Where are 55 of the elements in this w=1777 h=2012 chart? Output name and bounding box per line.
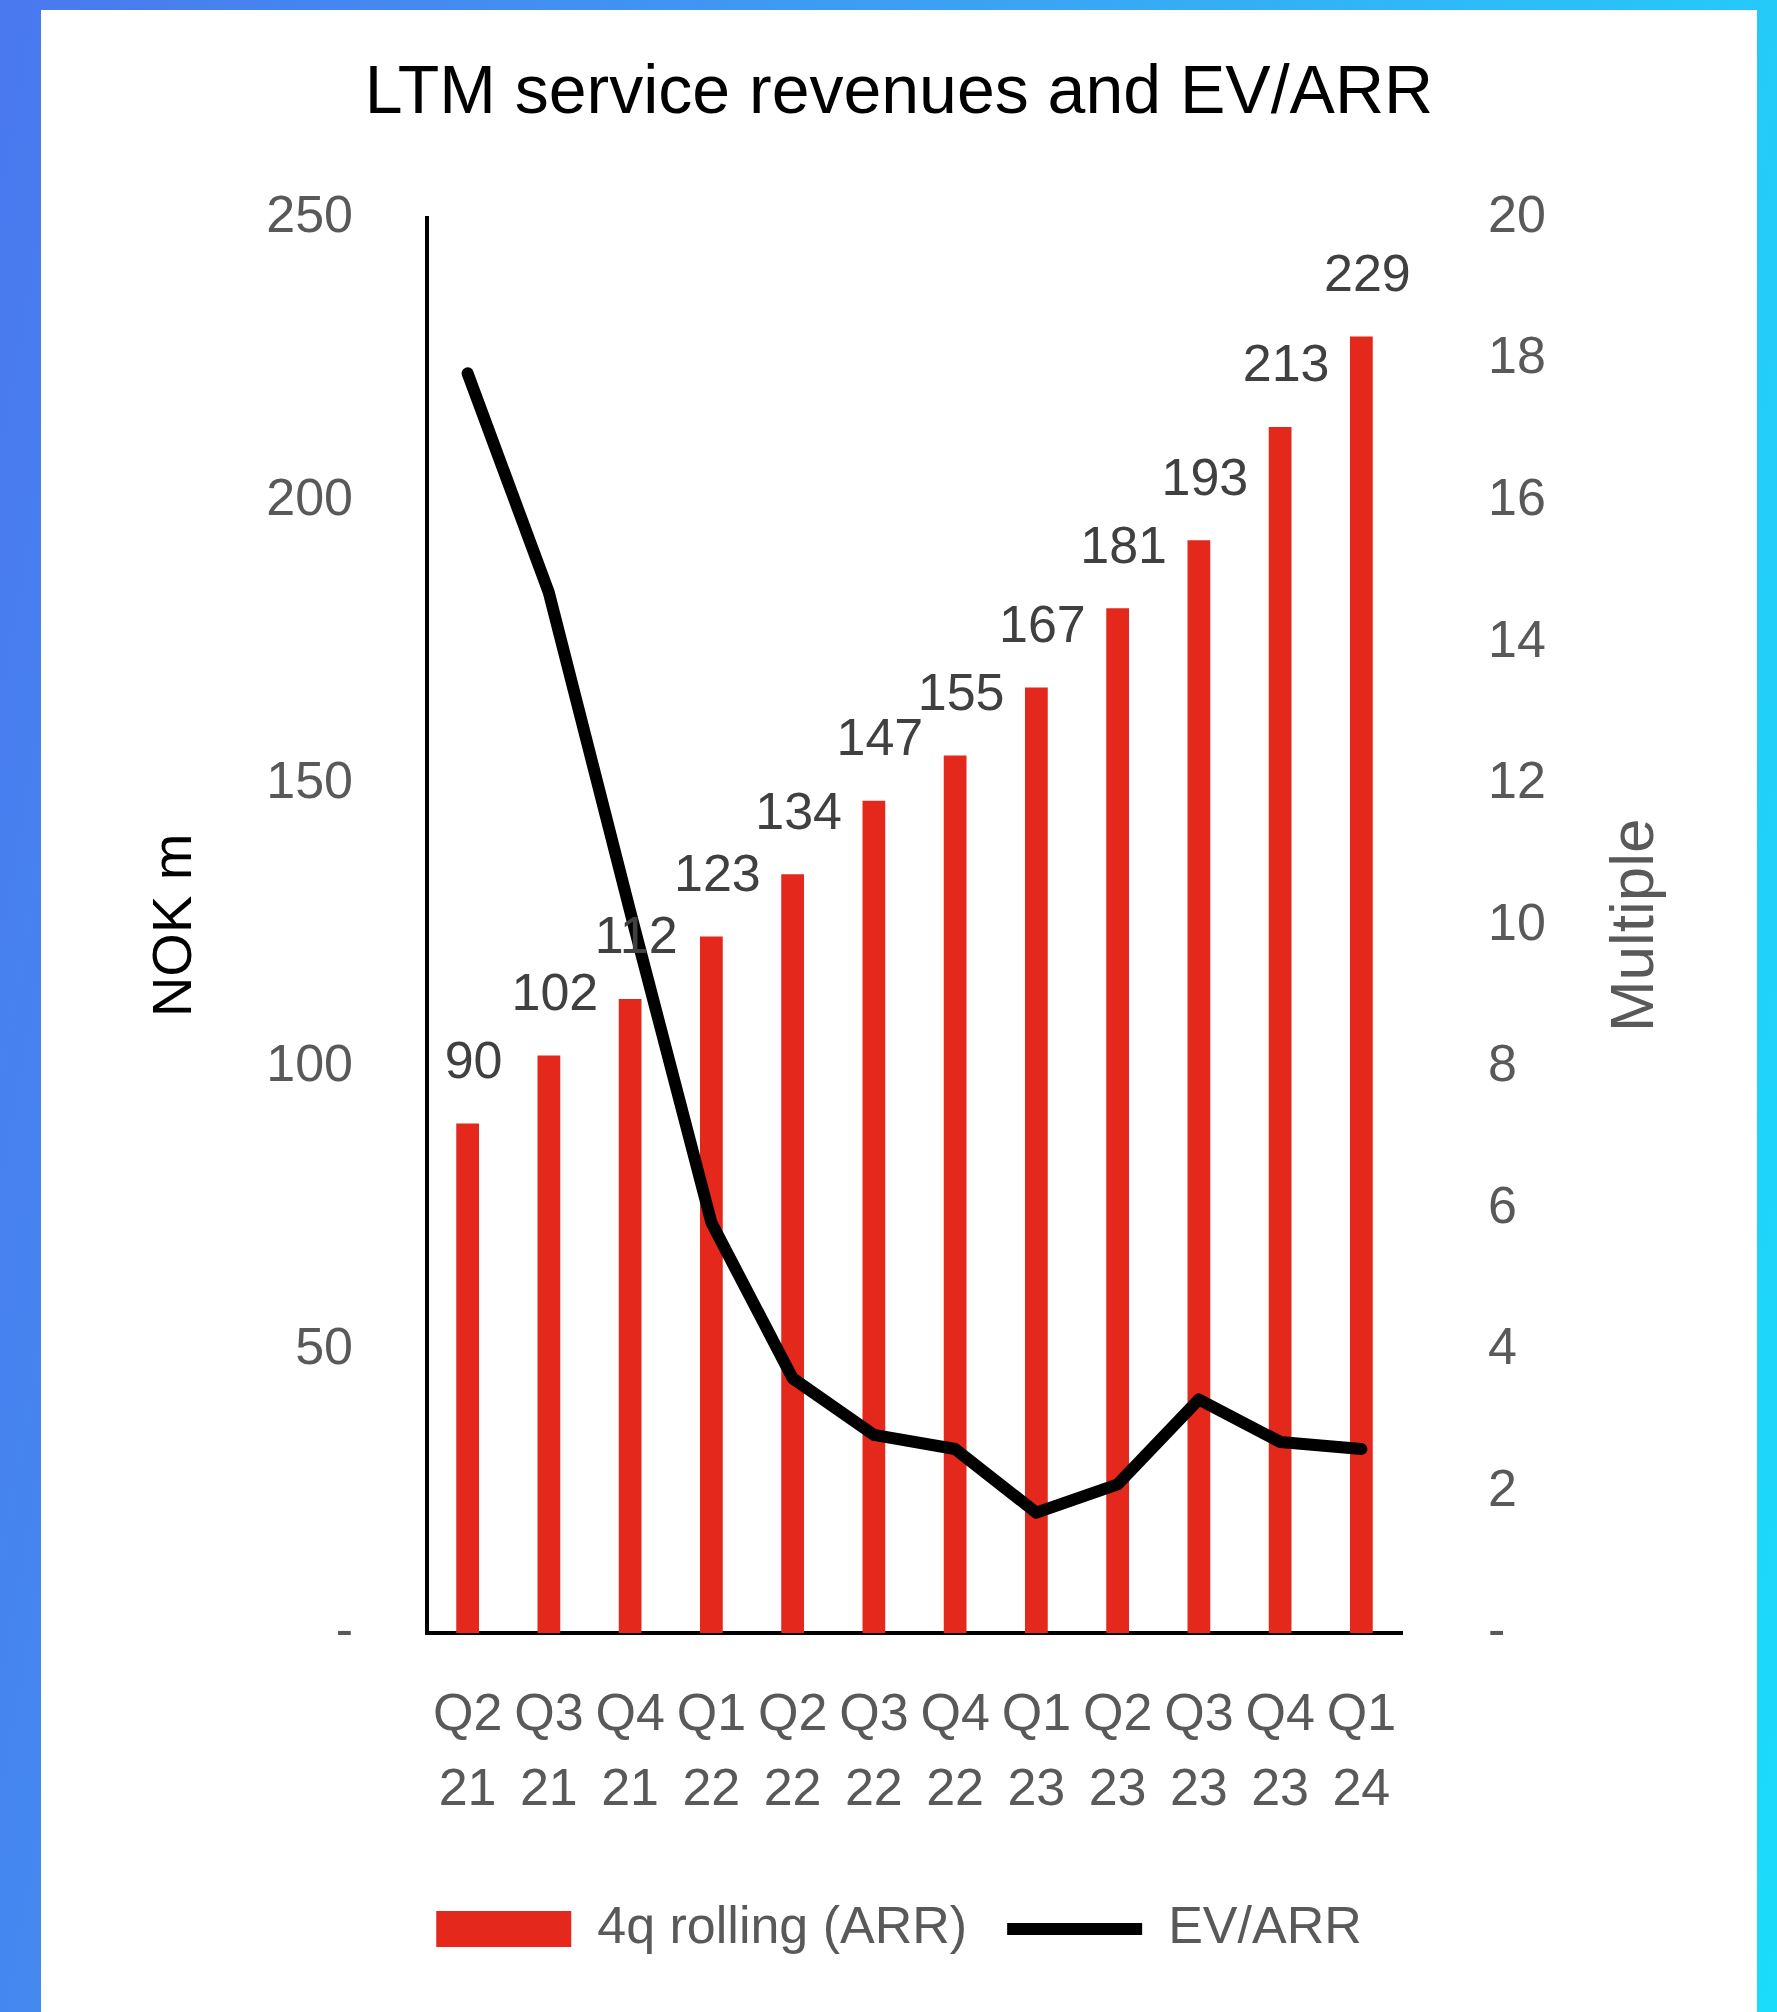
bar bbox=[1350, 336, 1373, 1633]
y-tick-label: 50 bbox=[295, 1317, 353, 1376]
y2-tick-label: 6 bbox=[1488, 1175, 1517, 1234]
x-tick-label: Q1 23 bbox=[1001, 1682, 1072, 1816]
data-label: 193 bbox=[1161, 447, 1249, 506]
bar bbox=[1187, 540, 1211, 1633]
y-tick-label: 200 bbox=[266, 468, 353, 527]
x-tick-label: Q3 22 bbox=[839, 1682, 909, 1816]
bar bbox=[781, 874, 804, 1633]
y2-tick-label: 4 bbox=[1488, 1317, 1517, 1376]
bar bbox=[456, 1123, 479, 1633]
y2-tick-label: 20 bbox=[1488, 184, 1546, 243]
y-tick-label: 100 bbox=[266, 1034, 353, 1093]
y2-tick-label: 14 bbox=[1488, 609, 1546, 668]
data-label: 123 bbox=[673, 843, 761, 902]
data-label: 90 bbox=[444, 1030, 503, 1089]
y-tick-label: - bbox=[335, 1600, 353, 1659]
bar bbox=[1106, 608, 1129, 1633]
y2-tick-label: 8 bbox=[1488, 1034, 1517, 1093]
y2-tick-label: 2 bbox=[1488, 1458, 1517, 1517]
x-tick-label: Q2 23 bbox=[1082, 1682, 1153, 1816]
data-label: 134 bbox=[755, 781, 843, 840]
bar bbox=[700, 936, 723, 1633]
bar bbox=[1268, 427, 1292, 1633]
y2-tick-label: 10 bbox=[1488, 892, 1546, 951]
x-tick-label: Q2 22 bbox=[757, 1682, 828, 1816]
y2-tick-label: 12 bbox=[1488, 751, 1546, 810]
x-tick-label: Q1 22 bbox=[676, 1682, 747, 1816]
data-label: 102 bbox=[511, 962, 599, 1021]
y2-tick-label: - bbox=[1488, 1600, 1506, 1659]
data-label: 167 bbox=[998, 594, 1086, 653]
legend-label: 4q rolling (ARR) bbox=[597, 1896, 968, 1955]
y-axis-title: NOK m bbox=[140, 833, 204, 1018]
x-tick-label: Q3 21 bbox=[514, 1682, 584, 1816]
data-label: 229 bbox=[1323, 243, 1411, 302]
chart-title: LTM service revenues and EV/ARR bbox=[364, 50, 1434, 127]
y-tick-label: 150 bbox=[266, 751, 353, 810]
x-tick-label: Q4 21 bbox=[595, 1682, 665, 1816]
x-tick-label: Q4 23 bbox=[1245, 1682, 1315, 1816]
bar bbox=[537, 1055, 561, 1633]
bar bbox=[618, 998, 642, 1633]
x-tick-label: Q1 24 bbox=[1326, 1682, 1397, 1816]
y2-tick-label: 16 bbox=[1488, 468, 1546, 527]
y-tick-label: 250 bbox=[266, 184, 353, 243]
x-tick-label: Q3 23 bbox=[1164, 1682, 1234, 1816]
legend-label: EV/ARR bbox=[1168, 1896, 1362, 1955]
x-tick-label: Q2 21 bbox=[432, 1682, 503, 1816]
x-tick-label: Q4 22 bbox=[920, 1682, 990, 1816]
y2-axis-title: Multiple bbox=[1597, 818, 1667, 1033]
bar bbox=[943, 755, 967, 1633]
y2-tick-label: 18 bbox=[1488, 326, 1546, 385]
data-label: 213 bbox=[1242, 334, 1330, 393]
bar bbox=[862, 800, 886, 1633]
bar bbox=[1025, 687, 1048, 1633]
data-label: 181 bbox=[1080, 515, 1168, 574]
